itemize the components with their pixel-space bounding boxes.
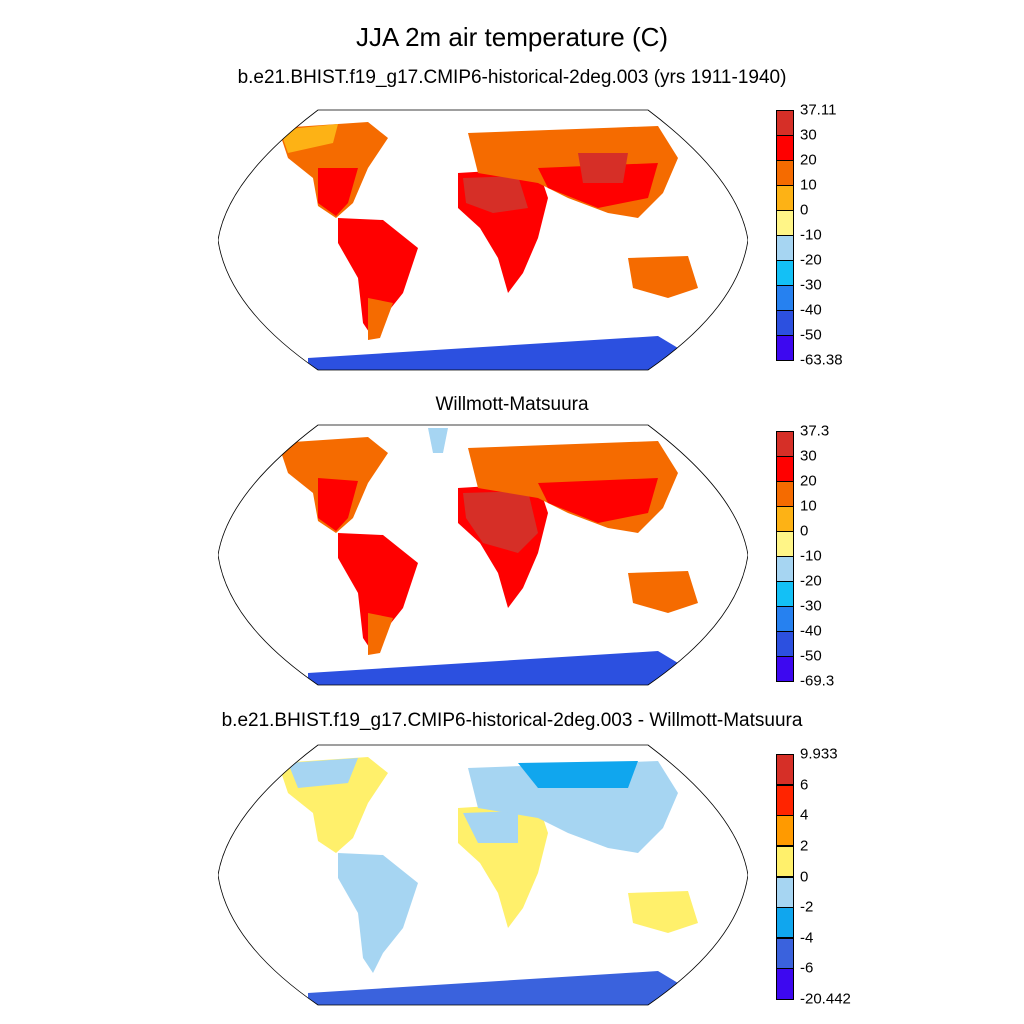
panel-3-colorbar-box: [776, 907, 794, 939]
panel-1-colorbar-box: [776, 310, 794, 336]
panel-2-colorbar-box: [776, 581, 794, 607]
panel-3-colorbar-box: [776, 937, 794, 969]
panel-3-colorbar-label: 4: [800, 806, 809, 824]
panel-3-land: [278, 757, 698, 973]
panel-2-colorbar-label: -10: [800, 547, 822, 565]
panel-2-colorbar-label: 10: [800, 497, 817, 515]
panel-3-map-boundary: [218, 744, 748, 1006]
panel-1-colorbar-label: 37.11: [800, 101, 837, 119]
panel-1-colorbar-label: -30: [800, 276, 822, 294]
panel-3-colorbar-label: -2: [800, 898, 814, 916]
panel-3-colorbar-label: 6: [800, 776, 809, 794]
panel-2-colorbar-box: [776, 456, 794, 482]
panel-1-colorbar-label: 10: [800, 176, 817, 194]
panel-1-colorbar-box: [776, 210, 794, 236]
panel-2-colorbar-label: -50: [800, 647, 822, 665]
panel-1-antarctica: [308, 336, 678, 370]
panel-3-antarctica: [308, 971, 678, 1005]
panel-3-colorbar-label: 2: [800, 837, 809, 855]
panel-1-land: [278, 122, 698, 340]
panel-2-colorbar-box: [776, 606, 794, 632]
panel-1-colorbar-box: [776, 135, 794, 161]
panel-2-colorbar-label: 30: [800, 447, 817, 465]
panel-2-colorbar-label: 20: [800, 472, 817, 490]
panel-2-colorbar-box: [776, 481, 794, 507]
panel-2-colorbar-label: -20: [800, 572, 822, 590]
panel-1-colorbar-box: [776, 160, 794, 186]
panel-1-colorbar-box: [776, 285, 794, 311]
panel-3-colorbar-label: -6: [800, 959, 814, 977]
panel-1-colorbar: [776, 110, 794, 361]
panel-3-colorbar-box: [776, 754, 794, 786]
panel-1-colorbar-label: 20: [800, 151, 817, 169]
panel-2-colorbar-label: 37.3: [800, 422, 830, 440]
panel-3-colorbar: [776, 754, 794, 1000]
panel-1-colorbar-box: [776, 335, 794, 361]
panel-1-colorbar-label: -20: [800, 251, 822, 269]
panel-2-colorbar-box: [776, 556, 794, 582]
panel-1-colorbar-label: 30: [800, 126, 817, 144]
panel-1-colorbar-label: -10: [800, 226, 822, 244]
panel-2-colorbar-box: [776, 431, 794, 457]
panel-3-colorbar-box: [776, 815, 794, 847]
panel-3-colorbar-box: [776, 845, 794, 877]
panel-2-colorbar-box: [776, 506, 794, 532]
panel-2-colorbar-label: -69.3: [800, 672, 835, 690]
panel-1-colorbar-label: -40: [800, 301, 822, 319]
panel-2-colorbar-box: [776, 656, 794, 682]
panel-1-colorbar-box: [776, 235, 794, 261]
main-title: JJA 2m air temperature (C): [355, 22, 669, 52]
panel-2-colorbar-label: -30: [800, 597, 822, 615]
panel-2-colorbar-box: [776, 531, 794, 557]
panel-3-map: [218, 744, 748, 1006]
panel-3-colorbar-label: -4: [800, 929, 814, 947]
panel-1-map: [218, 109, 748, 371]
panel-3-colorbar-box: [776, 876, 794, 908]
panel-1-colorbar-box: [776, 185, 794, 211]
panel-2-title: Willmott-Matsuura: [435, 394, 589, 415]
panel-3-title: b.e21.BHIST.f19_g17.CMIP6-historical-2de…: [221, 710, 803, 731]
panel-2-colorbar-box: [776, 631, 794, 657]
panel-1-map-boundary: [218, 109, 748, 371]
panel-1-colorbar-box: [776, 260, 794, 286]
panel-2-map: [218, 424, 748, 686]
panel-2-colorbar-label: 0: [800, 522, 809, 540]
panel-1-colorbar-label: -63.38: [800, 351, 843, 369]
panel-3-colorbar-box: [776, 968, 794, 1000]
panel-2-colorbar-label: -40: [800, 622, 822, 640]
panel-1-title: b.e21.BHIST.f19_g17.CMIP6-historical-2de…: [237, 67, 787, 88]
panel-3-colorbar-label: 9.933: [800, 745, 838, 763]
panel-2-map-boundary: [218, 424, 748, 686]
panel-1-colorbar-label: 0: [800, 201, 809, 219]
panel-2-land: [278, 428, 698, 655]
panel-1-colorbar-box: [776, 110, 794, 136]
panel-2-colorbar: [776, 431, 794, 682]
panel-3-colorbar-box: [776, 784, 794, 816]
panel-1-colorbar-label: -50: [800, 326, 822, 344]
panel-3-colorbar-label: 0: [800, 868, 809, 885]
panel-3-colorbar-label: -20.442: [800, 990, 851, 1008]
panel-2-antarctica: [308, 651, 678, 685]
